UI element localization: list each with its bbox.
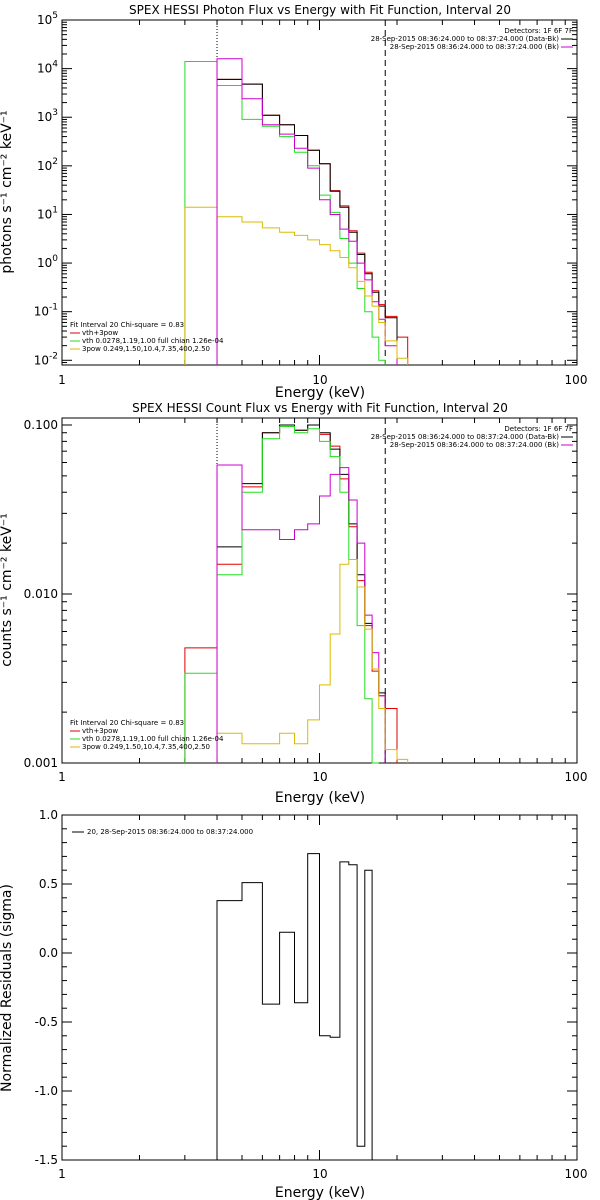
photon-x-axis-label: Energy (keV) bbox=[275, 385, 365, 401]
residuals-plot-area bbox=[61, 814, 577, 1161]
photon-legend-header: Detectors: 1F 6F 7F bbox=[504, 27, 573, 35]
count-x-tick-10: 10 bbox=[312, 770, 327, 784]
photon-series-3 bbox=[216, 58, 398, 365]
count-flux-title: SPEX HESSI Count Flux vs Energy with Fit… bbox=[132, 401, 508, 415]
count-legend-entry: 28-Sep-2015 08:36:24.000 to 08:37:24.000… bbox=[390, 441, 560, 449]
count-flux-plot-area bbox=[61, 418, 577, 764]
photon-series-2 bbox=[184, 61, 386, 365]
resid-y-tick-label: 0.5 bbox=[39, 877, 58, 891]
count-legend-header: Detectors: 1F 6F 7F bbox=[504, 425, 573, 433]
resid-legend-entry: 20, 28-Sep-2015 08:36:24.000 to 08:37:24… bbox=[87, 828, 253, 836]
count-fit-legend-entry: vth 0.0278,1.19,1.00 full chian 1.26e-04 bbox=[82, 735, 224, 743]
photon-y-tick-label: 10-2 bbox=[34, 351, 58, 367]
photon-flux-title: SPEX HESSI Photon Flux vs Energy with Fi… bbox=[129, 3, 511, 17]
count-y-axis-label: counts s⁻¹ cm⁻² keV⁻¹ bbox=[0, 513, 15, 667]
photon-fit-legend-header: Fit Interval 20 Chi-square = 0.83 bbox=[70, 321, 184, 329]
resid-x-tick-1: 1 bbox=[58, 1167, 66, 1181]
photon-fit-legend-entry: vth+3pow bbox=[82, 329, 118, 337]
resid-y-tick-label: -1.0 bbox=[35, 1084, 58, 1098]
count-legend-entry: 28-Sep-2015 08:36:24.000 to 08:37:24.000… bbox=[371, 433, 560, 441]
photon-y-tick-label: 105 bbox=[37, 11, 58, 27]
resid-y-tick-label: -0.5 bbox=[35, 1015, 58, 1029]
photon-legend-entry: 28-Sep-2015 08:36:24.000 to 08:37:24.000… bbox=[390, 43, 560, 51]
count-y-tick-label: 0.100 bbox=[24, 418, 58, 432]
resid-x-axis-label: Energy (keV) bbox=[275, 1185, 365, 1200]
photon-y-tick-label: 102 bbox=[37, 157, 58, 173]
resid-x-tick-10: 10 bbox=[312, 1167, 327, 1181]
photon-x-tick-1: 1 bbox=[58, 373, 66, 387]
count-fit-legend-entry: vth+3pow bbox=[82, 727, 118, 735]
count-x-axis-label: Energy (keV) bbox=[275, 790, 365, 806]
residuals-panel: 1 10 100 Energy (keV) Normalized Residua… bbox=[0, 808, 587, 1200]
count-y-tick-label: 0.001 bbox=[24, 756, 58, 770]
photon-series-4 bbox=[184, 206, 409, 365]
count-series-4 bbox=[216, 559, 409, 763]
resid-y-axis-label: Normalized Residuals (sigma) bbox=[0, 884, 15, 1092]
photon-y-axis-label: photons s⁻¹ cm⁻² keV⁻¹ bbox=[0, 110, 15, 273]
resid-y-tick-label: 1.0 bbox=[39, 808, 58, 822]
count-x-tick-100: 100 bbox=[565, 770, 588, 784]
photon-y-tick-label: 103 bbox=[37, 108, 58, 124]
photon-legend-entry: 28-Sep-2015 08:36:24.000 to 08:37:24.000… bbox=[371, 35, 560, 43]
photon-y-tick-label: 100 bbox=[37, 254, 58, 270]
photon-fit-legend-entry: 3pow 0.249,1.50,10.4,7.35,400,2.50 bbox=[82, 345, 210, 353]
count-fit-legend-header: Fit Interval 20 Chi-square = 0.83 bbox=[70, 719, 184, 727]
photon-flux-plot-area bbox=[61, 19, 577, 366]
photon-x-tick-10: 10 bbox=[312, 373, 327, 387]
photon-flux-panel: SPEX HESSI Photon Flux vs Energy with Fi… bbox=[0, 3, 587, 401]
photon-fit-legend-entry: vth 0.0278,1.19,1.00 full chian 1.26e-04 bbox=[82, 337, 224, 345]
photon-x-tick-100: 100 bbox=[565, 373, 588, 387]
photon-series-1 bbox=[216, 78, 398, 365]
resid-series-0 bbox=[216, 853, 373, 1160]
count-series-3 bbox=[216, 464, 386, 763]
photon-y-tick-label: 10-1 bbox=[34, 303, 58, 319]
resid-y-tick-label: 0.0 bbox=[39, 946, 58, 960]
count-fit-legend-entry: 3pow 0.249,1.50,10.4,7.35,400,2.50 bbox=[82, 743, 210, 751]
count-y-tick-label: 0.010 bbox=[24, 587, 58, 601]
count-flux-panel: SPEX HESSI Count Flux vs Energy with Fit… bbox=[0, 401, 587, 806]
resid-y-tick-label: -1.5 bbox=[35, 1153, 58, 1167]
count-x-tick-1: 1 bbox=[58, 770, 66, 784]
photon-y-tick-label: 101 bbox=[37, 205, 58, 221]
resid-x-tick-100: 100 bbox=[565, 1167, 588, 1181]
photon-y-tick-label: 104 bbox=[37, 60, 58, 76]
